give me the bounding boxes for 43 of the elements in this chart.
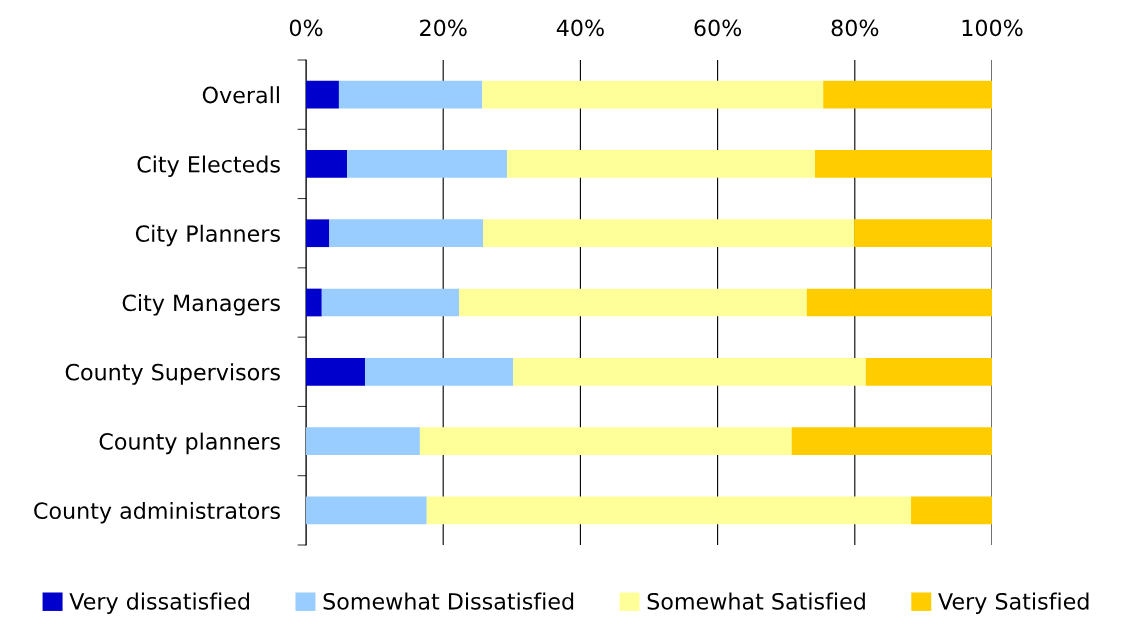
y-tick-label: County administrators	[34, 501, 280, 524]
bar	[458, 288, 807, 317]
y-tick-label: Overall	[202, 86, 279, 104]
bar	[306, 496, 427, 525]
bar	[306, 357, 365, 386]
bar	[815, 150, 992, 178]
bar	[911, 496, 992, 525]
bar	[306, 427, 420, 455]
y-tick-label: County planners	[99, 432, 280, 455]
bar	[347, 150, 507, 178]
y-tick-label: County Supervisors	[65, 363, 280, 385]
bar	[426, 496, 912, 525]
y-tick-label: City Electeds	[137, 155, 280, 177]
bar	[482, 80, 824, 109]
bar	[507, 150, 816, 178]
x-tick-label: 20%	[420, 19, 467, 37]
bar	[419, 427, 792, 455]
y-tick-label: City Planners	[135, 224, 280, 247]
x-tick-label: 100%	[962, 19, 1023, 37]
bar	[791, 427, 992, 455]
legend-label: Very Satisfied	[938, 592, 1089, 614]
bar	[823, 80, 992, 109]
legend-label: Somewhat Dissatisfied	[323, 592, 574, 610]
bar	[482, 219, 855, 248]
bar	[329, 219, 483, 248]
bar	[513, 357, 866, 386]
bar	[865, 357, 992, 386]
bar	[365, 357, 514, 386]
x-tick-label: 40%	[556, 19, 604, 37]
x-tick-label: 0%	[289, 19, 323, 37]
bar	[306, 219, 330, 248]
legend-label: Very dissatisfied	[69, 592, 250, 614]
bar	[306, 150, 348, 178]
bar	[321, 288, 459, 317]
bar	[338, 80, 483, 109]
bar	[306, 288, 322, 317]
x-tick-label: 80%	[831, 19, 879, 37]
bar	[306, 80, 339, 109]
bar	[854, 219, 992, 248]
bar	[806, 288, 992, 317]
y-tick-label: City Managers	[122, 294, 280, 316]
x-tick-label: 60%	[694, 19, 742, 37]
legend-label: Somewhat Satisfied	[647, 592, 865, 610]
